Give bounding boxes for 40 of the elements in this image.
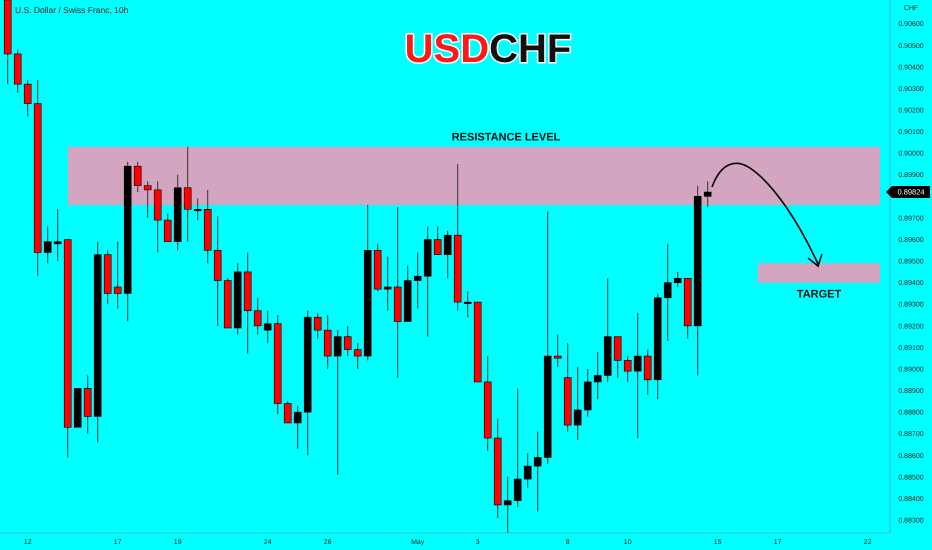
candlestick <box>134 161 142 193</box>
candlestick <box>284 400 292 424</box>
candlestick <box>574 366 582 441</box>
candlestick <box>704 180 712 208</box>
candlestick <box>594 351 602 400</box>
candlestick <box>624 356 632 382</box>
candlestick <box>24 79 32 118</box>
candlestick <box>264 310 272 344</box>
candlestick <box>504 476 512 534</box>
candlestick <box>54 208 62 262</box>
candlestick <box>144 180 152 218</box>
candlestick <box>184 146 192 242</box>
candlestick <box>614 336 622 378</box>
candlestick <box>464 290 472 318</box>
candlestick <box>434 226 442 256</box>
candlestick <box>164 213 172 242</box>
band-label: TARGET <box>796 288 842 301</box>
candlestick <box>524 452 532 488</box>
candlestick <box>634 312 642 439</box>
text: U.S. Dollar / Swiss Franc, 10h <box>15 5 129 15</box>
candlestick <box>44 226 52 264</box>
candlestick <box>554 334 562 368</box>
candlestick <box>334 330 342 476</box>
candlestick <box>384 256 392 312</box>
candlestick <box>514 388 522 508</box>
candlestick <box>354 342 362 370</box>
candlestick <box>644 349 652 396</box>
candlestick <box>254 297 262 335</box>
band-label: RESISTANCE LEVEL <box>452 132 561 144</box>
text: USDCHF <box>404 27 572 71</box>
candlestick <box>344 325 352 357</box>
candlestick <box>114 241 122 310</box>
candlestick <box>294 405 302 450</box>
candlestick <box>534 431 542 512</box>
candlestick <box>414 252 422 310</box>
candlestick <box>674 271 682 288</box>
candlestick <box>194 198 202 221</box>
candlestick <box>314 312 322 340</box>
candlestick <box>664 243 672 342</box>
candlestick <box>444 230 452 279</box>
